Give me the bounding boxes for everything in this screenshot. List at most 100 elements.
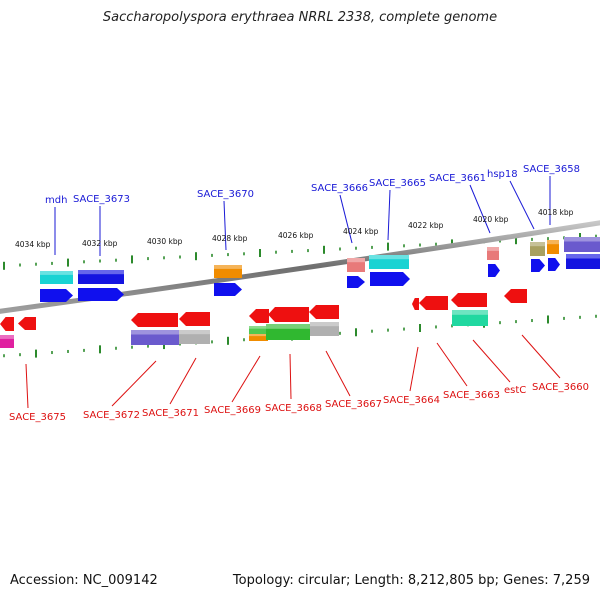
- gene-purple-block: [131, 330, 179, 345]
- leader-line: [409, 346, 419, 392]
- kbp-label-4020: 4020 kbp: [473, 215, 509, 224]
- gene-reverse-arrow: [268, 307, 309, 322]
- gene-reverse-arrow: [0, 317, 14, 331]
- gene-purple-block-shine: [131, 330, 179, 335]
- gene-reverse-arrow: [419, 296, 448, 310]
- leader-line: [339, 194, 353, 244]
- kbp-label-4032: 4032 kbp: [82, 239, 118, 248]
- gene-reverse-arrow: [412, 298, 419, 310]
- label-leader-lines: [25, 176, 561, 409]
- gene-label-sace-3660: SACE_3660: [532, 382, 589, 393]
- gene-grey-block: [310, 322, 339, 336]
- accession-text: Accession: NC_009142: [10, 573, 158, 588]
- reverse-gene-labels: SACE_3675 SACE_3672 SACE_3671 SACE_3669 …: [9, 382, 589, 423]
- gene-green-block: [266, 324, 310, 340]
- gene-forward-block-shine: [78, 270, 124, 275]
- leader-line: [472, 339, 511, 383]
- gene-olive-block: [530, 242, 545, 256]
- gene-teal-block: [452, 310, 488, 326]
- gene-forward-block: [566, 254, 600, 269]
- gene-olive-block-shine: [530, 242, 545, 247]
- gene-pink-block: [487, 247, 499, 260]
- gene-green-block-shine: [266, 324, 310, 329]
- leader-line: [289, 353, 292, 400]
- gene-magenta-block: [0, 335, 14, 348]
- gene-label-sace-3672: SACE_3672: [83, 410, 140, 421]
- gene-label-hsp18: hsp18: [487, 169, 518, 180]
- gene-label-sace-3663: SACE_3663: [443, 390, 500, 401]
- gene-forward-arrow: [548, 258, 560, 271]
- kbp-label-4024: 4024 kbp: [343, 227, 379, 236]
- gene-features: [0, 237, 600, 348]
- gene-label-sace-3673: SACE_3673: [73, 194, 130, 205]
- gene-green-block-shine: [249, 326, 268, 329]
- forward-gene-labels: mdh SACE_3673 SACE_3670 SACE_3666 SACE_3…: [45, 164, 580, 206]
- gene-rna-cyan: [369, 255, 409, 269]
- gene-reverse-arrow: [18, 317, 36, 330]
- kbp-label-4018: 4018 kbp: [538, 208, 574, 217]
- gene-forward-arrow: [214, 283, 242, 296]
- gene-grey-block: [179, 330, 210, 344]
- gene-label-sace-3658: SACE_3658: [523, 164, 580, 175]
- gene-label-sace-3671: SACE_3671: [142, 408, 199, 419]
- gene-purple-block-shine: [564, 237, 600, 242]
- gene-label-sace-3666: SACE_3666: [311, 183, 368, 194]
- gene-green-block: [249, 326, 268, 335]
- leader-line: [25, 363, 29, 409]
- gene-orange-block-shine: [214, 265, 242, 269]
- leader-line: [223, 200, 227, 251]
- leader-line: [469, 184, 491, 234]
- gene-forward-arrow: [531, 259, 545, 272]
- gene-purple-block: [564, 237, 600, 252]
- kbp-label-4026: 4026 kbp: [278, 231, 314, 240]
- gene-teal-block-shine: [452, 310, 488, 315]
- kbp-scale-labels: 4034 kbp 4032 kbp 4030 kbp 4028 kbp 4026…: [15, 208, 574, 249]
- gene-rna-cyan: [40, 271, 73, 284]
- kbp-label-4030: 4030 kbp: [147, 237, 183, 246]
- gene-label-sace-3664: SACE_3664: [383, 395, 440, 406]
- leader-line: [231, 355, 261, 403]
- leader-line: [521, 334, 561, 379]
- leader-line: [436, 342, 468, 387]
- leader-line: [325, 350, 351, 397]
- gene-label-sace-3667: SACE_3667: [325, 399, 382, 410]
- gene-orange-block: [249, 334, 268, 341]
- gene-reverse-arrow: [309, 305, 339, 319]
- kbp-label-4034: 4034 kbp: [15, 240, 51, 249]
- gene-forward-arrow: [488, 264, 500, 277]
- leader-line: [111, 360, 157, 407]
- leader-line: [387, 189, 391, 241]
- gene-rna-cyan-shine: [40, 271, 73, 275]
- map-title: Saccharopolyspora erythraea NRRL 2338, c…: [102, 10, 498, 25]
- gene-orange-block-shine: [249, 334, 268, 337]
- gene-orange-block: [547, 240, 559, 254]
- gene-orange-block: [214, 265, 242, 278]
- gene-forward-arrow: [370, 272, 410, 286]
- gene-reverse-arrow: [504, 289, 527, 303]
- gene-label-sace-3661: SACE_3661: [429, 173, 486, 184]
- gene-reverse-arrow: [179, 312, 210, 326]
- kbp-label-4028: 4028 kbp: [212, 234, 248, 243]
- gene-reverse-arrow: [249, 309, 269, 323]
- gene-forward-block-shine: [566, 254, 600, 259]
- gene-label-mdh: mdh: [45, 195, 67, 206]
- gene-orange-block-shine: [547, 240, 559, 245]
- gene-grey-block-shine: [310, 322, 339, 327]
- gene-reverse-arrow: [131, 313, 178, 327]
- gene-label-sace-3665: SACE_3665: [369, 178, 426, 189]
- gene-forward-arrow: [78, 288, 124, 301]
- leader-line: [169, 357, 197, 405]
- gene-label-sace-3670: SACE_3670: [197, 189, 254, 200]
- gene-pink-block: [347, 258, 365, 272]
- gene-forward-arrow: [347, 276, 365, 288]
- gene-magenta-block-shine: [0, 335, 14, 339]
- gene-label-sace-3675: SACE_3675: [9, 412, 66, 423]
- gene-grey-block-shine: [179, 330, 210, 335]
- gene-pink-block-shine: [347, 258, 365, 263]
- gene-pink-block-shine: [487, 247, 499, 251]
- gene-reverse-arrow: [451, 293, 487, 307]
- gene-label-sace-3668: SACE_3668: [265, 403, 322, 414]
- gene-label-estc: estC: [504, 385, 526, 396]
- leader-line: [509, 180, 535, 230]
